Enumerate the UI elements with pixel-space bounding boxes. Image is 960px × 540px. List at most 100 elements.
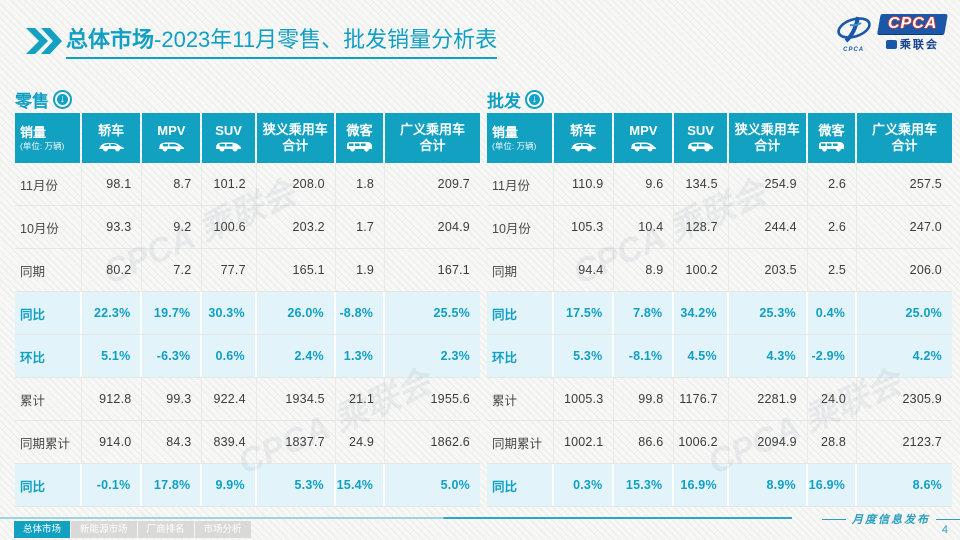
cell-value: 5.3% <box>554 335 615 377</box>
org-name-row: 乘联会 <box>885 36 939 52</box>
table-row: 11月份 110.9 9.6 134.5 254.9 2.6 257.5 <box>487 163 952 206</box>
cell-value: 203.2 <box>257 206 336 248</box>
cell-value: 8.6% <box>912 478 942 492</box>
cell-value: 1934.5 <box>257 378 336 420</box>
cell-value: 99.3 <box>142 378 203 420</box>
tab-oem-ranking[interactable]: 厂商排名 <box>137 521 194 538</box>
column-label: 狭义乘用车 <box>734 121 800 137</box>
logo-wordmark: CPCA 乘联会 <box>876 14 948 52</box>
cell-value: 247.0 <box>909 220 942 234</box>
cell-value: -8.1% <box>614 335 675 377</box>
footer-divider <box>0 517 792 519</box>
cell-value: 0.4% <box>808 292 858 334</box>
publication-rule-left <box>822 518 846 520</box>
column-header-sedan: 轿车 <box>81 113 141 163</box>
cell-value: 26.0% <box>257 292 336 334</box>
cell-value: 912.8 <box>82 378 143 420</box>
cell-value: 209.7 <box>437 177 470 191</box>
retail-panel: 零售 ↓ 销量 (单位: 万辆) 轿车 MPV SUV 狭义乘用车 合计 微客 广义乘用车 合计 … <box>15 88 480 507</box>
page-title: 总体市场-2023年11月零售、批发销量分析表 <box>66 26 498 59</box>
cell-value: 203.5 <box>729 249 808 291</box>
cell-value: 2094.9 <box>729 421 808 463</box>
cell-value: 17.5% <box>554 292 615 334</box>
sedan-icon <box>570 140 597 152</box>
cpca-emblem-icon: CPCA <box>833 13 875 53</box>
tab-market-analysis[interactable]: 市场分析 <box>194 521 251 538</box>
table-row: 10月份 93.3 9.2 100.6 203.2 1.7 204.9 <box>15 206 480 249</box>
mpv-icon <box>158 140 185 152</box>
retail-section-head: 零售 ↓ <box>15 88 480 111</box>
cell-value: 84.3 <box>142 421 203 463</box>
column-label: 广义乘用车 <box>400 121 466 137</box>
row-label: 累计 <box>15 378 82 420</box>
wholesale-table-body: 11月份 110.9 9.6 134.5 254.9 2.6 257.5 10月份 105.3 1… <box>487 163 952 507</box>
cell-value: 1862.6 <box>430 435 470 449</box>
cell-value: 7.2 <box>142 249 203 291</box>
table-row: 10月份 105.3 10.4 128.7 244.4 2.6 247.0 <box>487 206 952 249</box>
page-number: 4 <box>941 524 948 536</box>
row-label: 同期 <box>487 249 554 291</box>
tab-nev-market[interactable]: 新能源市场 <box>71 521 137 538</box>
cell-value: 25.5% <box>433 306 470 320</box>
tab-overall-market[interactable]: 总体市场 <box>14 521 71 538</box>
row-label: 11月份 <box>15 163 82 205</box>
cell-value: 16.9% <box>674 464 729 506</box>
cell-value: 922.4 <box>202 378 257 420</box>
row-label: 10月份 <box>487 206 554 248</box>
cell-value: -0.1% <box>82 464 143 506</box>
cell-value: -2.9% <box>808 335 858 377</box>
cell-value: 25.0% <box>905 306 942 320</box>
cell-value: 5.0% <box>440 478 470 492</box>
cell-value: 2.4% <box>257 335 336 377</box>
cell-value: 1006.2 <box>674 421 729 463</box>
cell-value: 10.4 <box>614 206 675 248</box>
cell-value: 94.4 <box>554 249 615 291</box>
emblem-caption: CPCA <box>843 47 865 53</box>
table-row: 同比 22.3% 19.7% 30.3% 26.0% -8.8% 25.5% <box>15 292 480 335</box>
column-label: SUV <box>215 122 242 138</box>
cell-value: 99.8 <box>614 378 675 420</box>
cell-value: 2281.9 <box>729 378 808 420</box>
cell-value: 2.3% <box>440 349 470 363</box>
cell-value: 8.7 <box>142 163 203 205</box>
cell-value: 100.6 <box>202 206 257 248</box>
cell-value: 2123.7 <box>902 435 942 449</box>
column-header-narrow-total: 狭义乘用车 合计 <box>728 113 806 163</box>
double-chevron-icon <box>26 28 62 54</box>
cell-value: 206.0 <box>909 263 942 277</box>
cell-value: 134.5 <box>674 163 729 205</box>
table-row: 同期累计 914.0 84.3 839.4 1837.7 24.9 1862.6 <box>15 421 480 464</box>
cell-value: 21.1 <box>336 378 386 420</box>
wholesale-section-title: 批发 <box>487 91 521 111</box>
cell-value: 15.3% <box>614 464 675 506</box>
suv-icon <box>687 140 714 152</box>
cell-value: 22.3% <box>82 292 143 334</box>
cell-value: 4.3% <box>729 335 808 377</box>
column-label: 广义乘用车 <box>872 121 938 137</box>
cpca-logo: CPCA CPCA 乘联会 <box>833 13 948 53</box>
cell-value: 8.9% <box>729 464 808 506</box>
cell-value: 1002.1 <box>554 421 615 463</box>
cell-value: 204.9 <box>437 220 470 234</box>
table-row: 同期 80.2 7.2 77.7 165.1 1.9 167.1 <box>15 249 480 292</box>
cpca-acronym: CPCA <box>887 15 937 32</box>
cell-value: 4.5% <box>674 335 729 377</box>
cell-value: 9.6 <box>614 163 675 205</box>
column-label-line2: 合计 <box>282 137 309 153</box>
column-label: 销量 <box>20 124 47 140</box>
column-label: 微客 <box>818 122 845 138</box>
wholesale-table-header: 销量 (单位: 万辆) 轿车 MPV SUV 狭义乘用车 合计 微客 广义乘用车 合计 <box>487 113 952 163</box>
footer-nav-tabs: 总体市场 新能源市场 厂商排名 市场分析 <box>14 521 251 538</box>
column-label: MPV <box>157 122 186 138</box>
cell-value: 167.1 <box>437 263 470 277</box>
mpv-icon <box>630 140 657 152</box>
cell-value: 19.7% <box>142 292 203 334</box>
row-label: 同比 <box>487 464 554 506</box>
cell-value: 9.2 <box>142 206 203 248</box>
cell-value: 257.5 <box>909 177 942 191</box>
cell-value: -15.4% <box>336 464 386 506</box>
column-header-broad-total: 广义乘用车 合计 <box>857 113 952 163</box>
cell-value: 1.8 <box>336 163 386 205</box>
cell-value: 914.0 <box>82 421 143 463</box>
column-header-sedan: 轿车 <box>553 113 613 163</box>
